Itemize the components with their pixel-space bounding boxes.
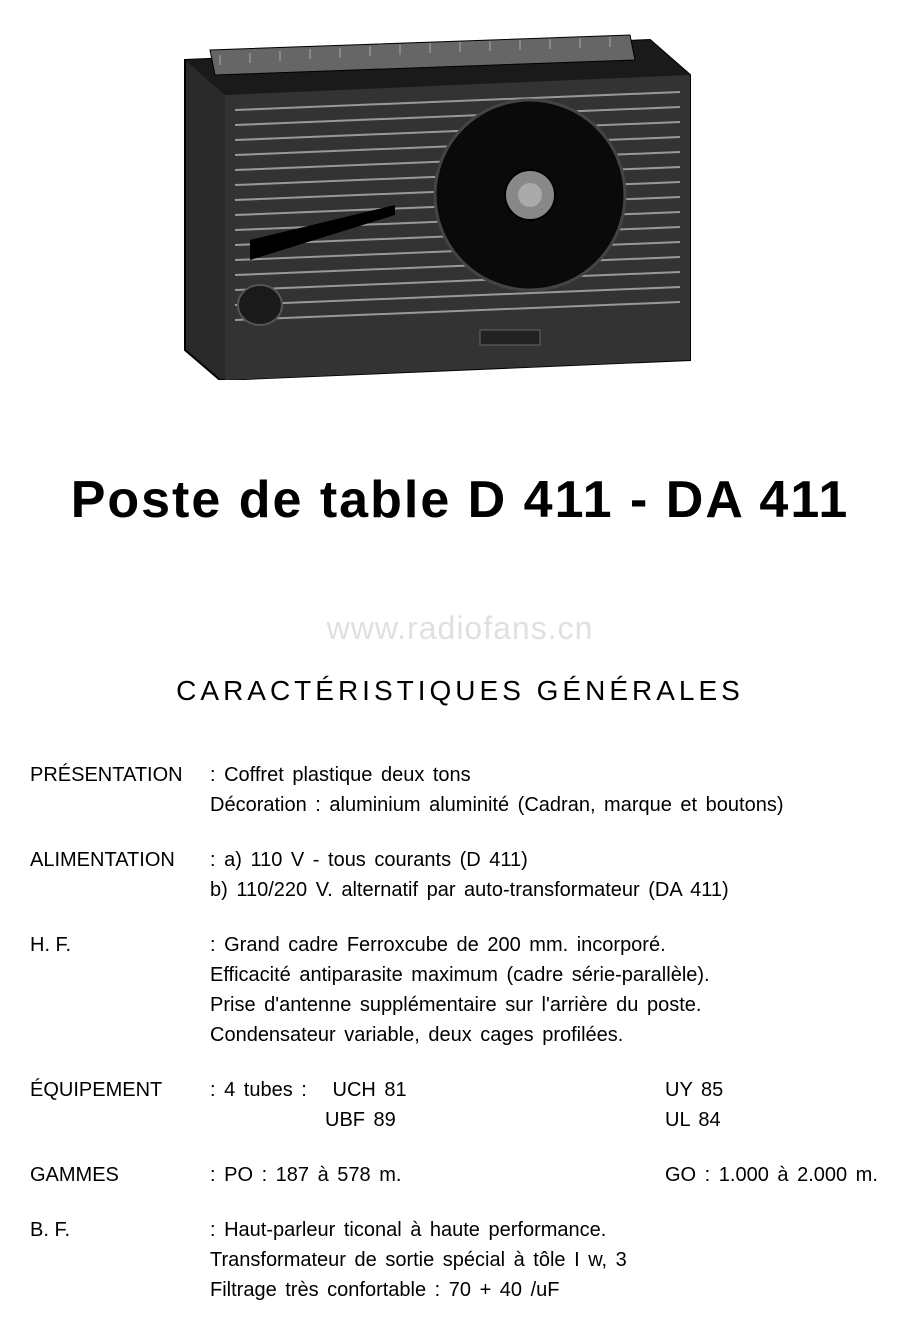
spec-text: : Coffret plastique deux tons — [210, 760, 890, 790]
spec-text: UBF 89 — [210, 1105, 890, 1135]
spec-text: : Grand cadre Ferroxcube de 200 mm. inco… — [210, 930, 890, 960]
spec-label: ÉQUIPEMENT — [30, 1075, 210, 1135]
spec-content: : Haut-parleur ticonal à haute performan… — [210, 1215, 890, 1305]
spec-text: : 4 tubes : UCH 81 — [210, 1075, 890, 1105]
radio-svg — [160, 10, 700, 380]
gammes-right-col: GO : 1.000 à 2.000 m. — [665, 1160, 878, 1190]
spec-hf: H. F. : Grand cadre Ferroxcube de 200 mm… — [30, 930, 890, 1050]
spec-text: Transformateur de sortie spécial à tôle … — [210, 1245, 890, 1275]
spec-label: GAMMES — [30, 1160, 210, 1190]
spec-label: ALIMENTATION — [30, 845, 210, 905]
spec-content: : a) 110 V - tous courants (D 411) b) 11… — [210, 845, 890, 905]
tube-value: UL 84 — [665, 1105, 723, 1135]
watermark: www.radiofans.cn — [0, 610, 920, 647]
spec-label: B. F. — [30, 1215, 210, 1305]
spec-label: H. F. — [30, 930, 210, 1050]
spec-presentation: PRÉSENTATION : Coffret plastique deux to… — [30, 760, 890, 820]
spec-text: b) 110/220 V. alternatif par auto-transf… — [210, 875, 890, 905]
tubes-right-col: UY 85 UL 84 — [665, 1075, 723, 1135]
spec-text: Décoration : aluminium aluminité (Cadran… — [210, 790, 890, 820]
spec-gammes: GAMMES : PO : 187 à 578 m. GO : 1.000 à … — [30, 1160, 890, 1190]
spec-text: : Haut-parleur ticonal à haute performan… — [210, 1215, 890, 1245]
spec-text: : a) 110 V - tous courants (D 411) — [210, 845, 890, 875]
section-heading: CARACTÉRISTIQUES GÉNÉRALES — [0, 675, 920, 707]
spec-equipement: ÉQUIPEMENT : 4 tubes : UCH 81 UBF 89 UY … — [30, 1075, 890, 1135]
radio-illustration — [160, 10, 700, 380]
specifications: PRÉSENTATION : Coffret plastique deux to… — [30, 760, 890, 1330]
tube-value: UY 85 — [665, 1075, 723, 1105]
spec-text: GO : 1.000 à 2.000 m. — [665, 1160, 878, 1190]
spec-alimentation: ALIMENTATION : a) 110 V - tous courants … — [30, 845, 890, 905]
tube-value: UCH 81 — [333, 1079, 407, 1101]
spec-intro: : 4 tubes : — [210, 1079, 307, 1101]
tube-value: UBF 89 — [325, 1109, 396, 1131]
spec-content: : Coffret plastique deux tons Décoration… — [210, 760, 890, 820]
page-title: Poste de table D 411 - DA 411 — [0, 470, 920, 530]
spec-bf: B. F. : Haut-parleur ticonal à haute per… — [30, 1215, 890, 1305]
spec-text: Prise d'antenne supplémentaire sur l'arr… — [210, 990, 890, 1020]
spec-content: : Grand cadre Ferroxcube de 200 mm. inco… — [210, 930, 890, 1050]
spec-text: Condensateur variable, deux cages profil… — [210, 1020, 890, 1050]
spec-label: PRÉSENTATION — [30, 760, 210, 820]
spec-content: : 4 tubes : UCH 81 UBF 89 — [210, 1075, 890, 1135]
spec-text: Filtrage très confortable : 70 + 40 /uF — [210, 1275, 890, 1305]
spec-text: Efficacité antiparasite maximum (cadre s… — [210, 960, 890, 990]
